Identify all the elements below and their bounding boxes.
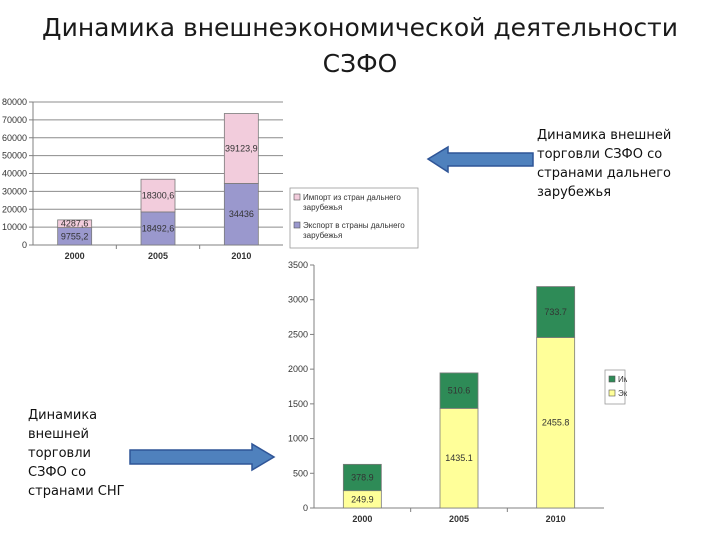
bar-segment xyxy=(342,463,382,492)
bar-segment xyxy=(439,372,479,409)
bar-segment xyxy=(536,337,576,509)
y-tick-label: 3000 xyxy=(288,295,308,305)
legend-box xyxy=(289,187,419,249)
bar-segment xyxy=(223,113,259,184)
bar-segment xyxy=(536,286,576,338)
x-tick-label: 2010 xyxy=(546,514,566,524)
legend-label-line: Импорт из стран дальнего xyxy=(303,193,401,202)
data-label: 39123,9 xyxy=(225,143,258,153)
y-tick-label: 3500 xyxy=(288,260,308,270)
y-tick-label: 2500 xyxy=(288,329,308,339)
arrow-left-icon xyxy=(426,145,534,174)
title-line-2: СЗФО xyxy=(322,49,398,78)
legend-label-line: зарубежья xyxy=(303,231,342,240)
y-tick-label: 0 xyxy=(303,503,308,513)
data-label: 2455.8 xyxy=(542,418,570,428)
legend-swatch xyxy=(608,375,616,383)
slide-title: Динамика внешнеэкономической деятельност… xyxy=(0,10,720,82)
legend-label-line: зарубежья xyxy=(303,203,342,212)
y-tick-label: 1500 xyxy=(288,399,308,409)
y-tick-label: 0 xyxy=(22,240,27,250)
y-tick-label: 2000 xyxy=(288,364,308,374)
legend-label: Экспорт в страны СНГ xyxy=(618,389,627,398)
bar-segment xyxy=(140,211,176,246)
bar-segment xyxy=(140,178,176,213)
data-label: 733.7 xyxy=(544,307,567,317)
y-tick-label: 40000 xyxy=(2,169,27,179)
data-label: 34436 xyxy=(229,209,254,219)
legend-swatch xyxy=(293,221,301,229)
x-tick-label: 2000 xyxy=(352,514,372,524)
legend-label: Импорт из стран СНГ xyxy=(618,375,627,384)
x-tick-label: 2005 xyxy=(148,251,168,261)
bar-segment xyxy=(57,219,93,228)
bar-segment xyxy=(223,183,259,246)
y-tick-label: 10000 xyxy=(2,222,27,232)
chart-far-abroad: 0 10000 20000 30000 40000 50000 60000 70000 8000… xyxy=(2,97,419,261)
data-label: 1435.1 xyxy=(445,453,473,463)
legend-label-line: Экспорт в страны дальнего xyxy=(303,221,405,230)
chart-cis: 0 500 1000 1500 2000 2500 3000 3500 249.9 378.9 20… xyxy=(288,260,627,524)
y-tick-label: 30000 xyxy=(2,186,27,196)
caption-far-abroad: Динамика внешней торговли СЗФО со страна… xyxy=(537,128,672,200)
y-tick-label: 70000 xyxy=(2,115,27,125)
data-label: 18300,6 xyxy=(142,191,175,201)
legend-label: Импорт из стран дальнего зарубежья xyxy=(303,193,401,212)
x-tick-label: 2000 xyxy=(65,251,85,261)
y-tick-label: 50000 xyxy=(2,151,27,161)
y-tick-label: 500 xyxy=(293,468,308,478)
data-label: 510.6 xyxy=(448,386,471,396)
y-tick-label: 80000 xyxy=(2,97,27,107)
legend-swatch xyxy=(293,193,301,201)
data-label: 9755,2 xyxy=(61,231,89,241)
y-tick-label: 1000 xyxy=(288,434,308,444)
data-label: 4287,6 xyxy=(61,219,89,229)
x-tick-label: 2005 xyxy=(449,514,469,524)
y-tick-label: 60000 xyxy=(2,133,27,143)
arrow-right-icon xyxy=(129,442,276,472)
caption-cis: Динамика внешней торговли СЗФО со страна… xyxy=(28,408,125,499)
data-label: 378.9 xyxy=(351,472,374,482)
legend-label: Экспорт в страны дальнего зарубежья xyxy=(303,221,405,240)
title-line-1: Динамика внешнеэкономической деятельност… xyxy=(42,13,678,42)
data-label: 249.9 xyxy=(351,494,374,504)
legend-swatch xyxy=(608,389,616,397)
x-tick-label: 2010 xyxy=(231,251,251,261)
data-label: 18492,6 xyxy=(142,223,175,233)
y-tick-label: 20000 xyxy=(2,204,27,214)
